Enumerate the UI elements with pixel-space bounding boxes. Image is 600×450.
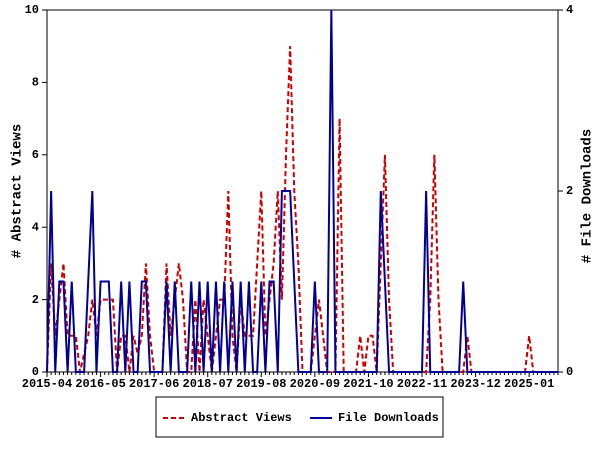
data-line: [46, 9, 558, 373]
legend-box: [155, 396, 444, 438]
x-tick-label: 2018-07: [183, 377, 233, 391]
y-tick-label: 10: [25, 3, 39, 17]
y2-tick-label: 0: [566, 365, 573, 379]
y2-tick-label: 2: [566, 184, 573, 198]
y-tick-label: 2: [32, 293, 39, 307]
x-tick-label: 2021-10: [343, 377, 393, 391]
x-tick-label: 2016-05: [75, 377, 125, 391]
y-tick-label: 6: [32, 148, 39, 162]
x-tick-label: 2025-01: [504, 377, 554, 391]
x-tick-label: 2019-08: [236, 377, 286, 391]
x-tick-label: 2020-09: [290, 377, 340, 391]
x-tick-label: 2022-11: [397, 377, 447, 391]
y-tick-label: 4: [32, 220, 39, 234]
x-tick-label: 2017-06: [129, 377, 179, 391]
y-tick-label: 8: [32, 76, 39, 90]
y2-axis-title: # File Downloads: [580, 129, 596, 263]
x-tick-label: 2023-12: [450, 377, 500, 391]
legend-label: File Downloads: [338, 411, 439, 425]
y2-tick-label: 4: [566, 3, 573, 17]
legend-label: Abstract Views: [191, 411, 292, 425]
y-axis-title: # Abstract Views: [10, 124, 26, 258]
x-tick-label: 2015-04: [22, 377, 72, 391]
y-tick-label: 0: [32, 365, 39, 379]
